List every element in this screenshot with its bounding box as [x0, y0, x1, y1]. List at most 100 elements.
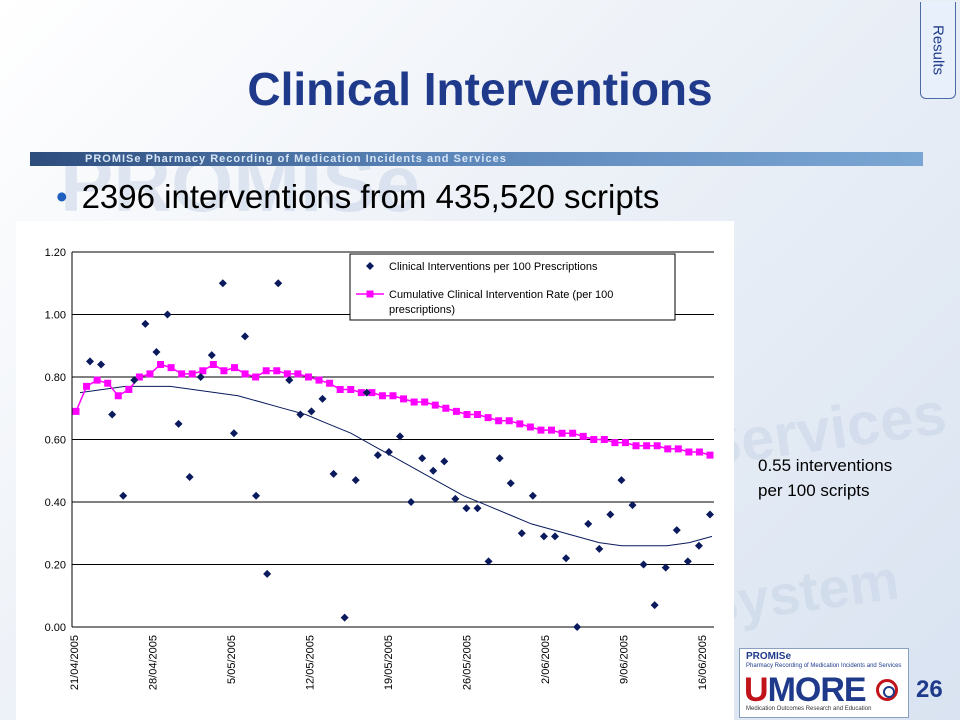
intervention-point [340, 613, 349, 622]
cumulative-point [188, 370, 196, 378]
intervention-point [362, 388, 371, 397]
intervention-point [418, 454, 427, 463]
x-tick-label: 16/06/2005 [697, 635, 709, 690]
intervention-point [163, 310, 172, 319]
cumulative-point [83, 382, 91, 390]
cumulative-point [262, 367, 270, 375]
cumulative-point [347, 386, 355, 393]
cumulative-point [93, 376, 101, 384]
x-tick-label: 26/05/2005 [462, 635, 474, 690]
intervention-point [263, 569, 272, 578]
cumulative-point [505, 417, 513, 425]
intervention-point [174, 419, 183, 428]
cumulative-point [452, 407, 460, 415]
intervention-point [229, 429, 238, 438]
cumulative-point [463, 411, 471, 418]
page-number: 26 [916, 676, 943, 703]
intervention-point [595, 544, 604, 553]
y-tick-label: 0.20 [45, 560, 66, 572]
intervention-point [639, 560, 648, 569]
cumulative-point [252, 373, 260, 381]
cumulative-point [273, 367, 281, 375]
cumulative-point [294, 370, 302, 378]
cumulative-point [315, 376, 323, 384]
cumulative-point [125, 386, 133, 393]
intervention-point [628, 501, 637, 510]
y-tick-label: 0.80 [45, 372, 66, 384]
x-tick-label: 19/05/2005 [383, 635, 395, 690]
intervention-point [407, 498, 416, 506]
intervention-point [562, 554, 571, 563]
intervention-point [573, 623, 582, 631]
cumulative-point [685, 448, 693, 456]
bullet-point: • 2396 interventions from 435,520 scripts [56, 178, 659, 216]
x-tick-label: 5/05/2005 [226, 635, 238, 684]
cumulative-point [368, 389, 376, 397]
results-tab[interactable]: Results [920, 2, 956, 99]
cumulative-point [209, 361, 217, 368]
intervention-point [617, 476, 626, 485]
intervention-point [484, 557, 493, 566]
cumulative-point [674, 445, 682, 453]
intervention-point [551, 532, 559, 541]
cumulative-point [378, 392, 386, 400]
intervention-point [440, 457, 449, 466]
intervention-point [296, 410, 305, 419]
cumulative-point [357, 389, 365, 397]
cumulative-point [516, 420, 524, 428]
cumulative-point [474, 411, 482, 418]
intervention-point [307, 407, 316, 416]
cumulative-point [410, 398, 418, 406]
legend-label-cumulative-cont: prescriptions) [389, 304, 455, 316]
cumulative-point [326, 379, 334, 387]
intervention-point [274, 279, 283, 288]
cumulative-point [706, 451, 714, 459]
intervention-point [584, 519, 593, 528]
legend-label-cumulative: Cumulative Clinical Intervention Rate (p… [389, 289, 613, 301]
intervention-point [141, 319, 150, 328]
legend-label-interventions: Clinical Interventions per 100 Prescript… [389, 261, 598, 273]
x-tick-label: 2/06/2005 [540, 635, 552, 684]
intervention-point [495, 454, 504, 463]
intervention-point [86, 357, 94, 366]
bullet-dot: • [56, 178, 68, 215]
cumulative-point [653, 442, 661, 450]
cumulative-point [643, 442, 651, 450]
intervention-point [539, 532, 548, 541]
intervention-point [683, 557, 692, 566]
intervention-point [694, 541, 703, 550]
intervention-point [185, 473, 194, 481]
legend-marker-diamond [366, 262, 374, 270]
x-tick-label: 21/04/2005 [69, 635, 81, 690]
y-tick-label: 0.40 [45, 497, 66, 509]
intervention-point [661, 563, 670, 572]
intervention-point [473, 504, 482, 513]
intervention-point [329, 469, 338, 478]
logo-caption: Medication Outcomes Research and Educati… [746, 706, 872, 712]
rate-annotation: 0.55 interventions per 100 scripts [758, 453, 892, 503]
cumulative-point [495, 417, 503, 425]
cumulative-point [157, 361, 165, 368]
cumulative-point [558, 429, 566, 437]
intervention-point [451, 494, 460, 503]
annotation-line-2: per 100 scripts [758, 481, 870, 500]
cumulative-point [220, 367, 228, 375]
y-tick-label: 1.20 [45, 247, 66, 259]
intervention-point [373, 451, 382, 460]
cumulative-point [632, 442, 640, 450]
cumulative-point [548, 426, 555, 434]
intervention-point [650, 601, 659, 610]
cumulative-point [526, 423, 534, 431]
umore-logo: PROMISe Pharmacy Recording of Medication… [739, 648, 909, 718]
x-tick-label: 12/05/2005 [305, 635, 317, 690]
cumulative-point [104, 379, 112, 387]
cumulative-point [579, 432, 587, 440]
intervention-point [207, 351, 216, 360]
logo-emblem-icon [876, 679, 898, 701]
cumulative-point [135, 373, 143, 381]
cumulative-point [484, 414, 492, 422]
intervention-point [241, 332, 249, 341]
y-tick-label: 1.00 [45, 310, 66, 322]
cumulative-point [146, 370, 154, 378]
cumulative-point [336, 386, 344, 393]
